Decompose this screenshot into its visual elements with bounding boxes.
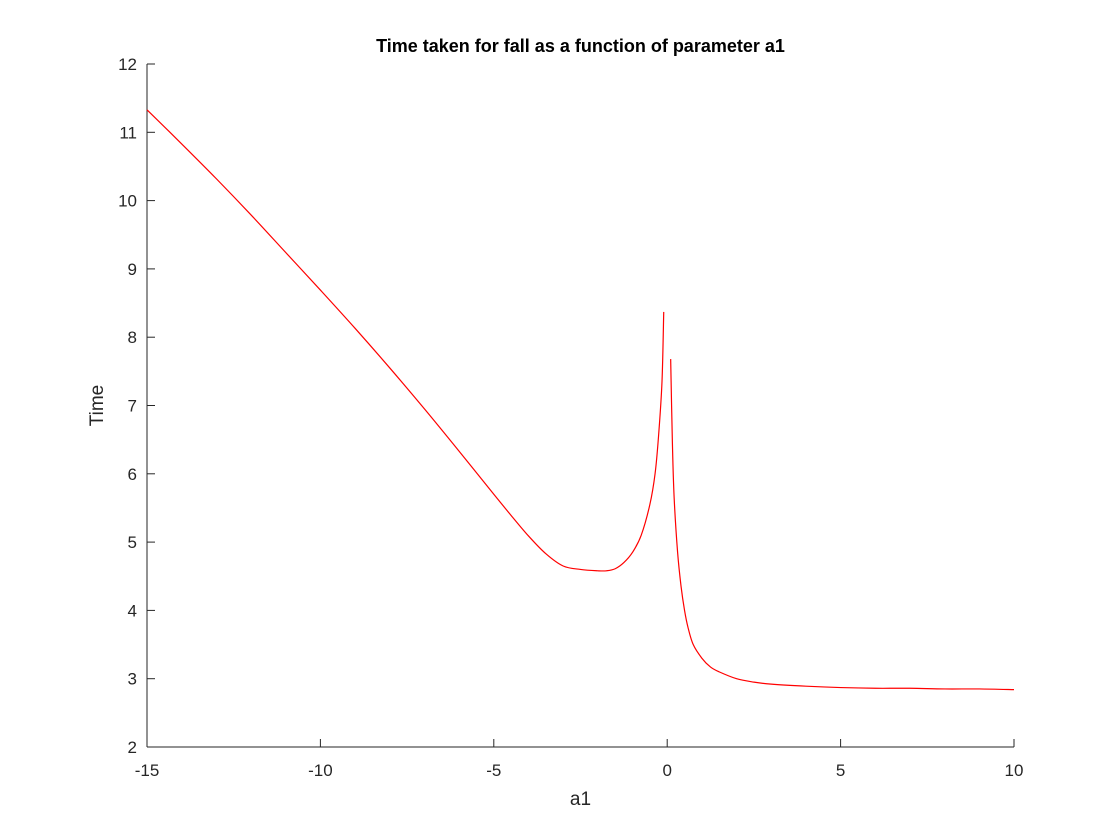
tick-marks: -15 -10 -5 0 5 10 2 3 4 5 6 7 8 9 10 11 12 <box>118 55 1023 780</box>
axes <box>146 64 1014 748</box>
y-tick-label: 9 <box>128 260 137 279</box>
y-tick-label: 2 <box>128 738 137 757</box>
y-tick-label: 7 <box>128 397 137 416</box>
y-tick-label: 8 <box>128 328 137 347</box>
x-tick-label: -15 <box>135 761 160 780</box>
series-line-segment-1 <box>146 109 665 572</box>
x-tick-label: -10 <box>308 761 333 780</box>
y-tick-label: 6 <box>128 465 137 484</box>
y-tick-label: 5 <box>128 533 137 552</box>
x-tick-label: 10 <box>1005 761 1024 780</box>
series-line-segment-2 <box>670 359 1015 691</box>
x-tick-label: 5 <box>836 761 845 780</box>
plot-series <box>146 109 1015 691</box>
x-tick-label: -5 <box>486 761 501 780</box>
y-tick-label: 3 <box>128 670 137 689</box>
y-tick-label: 12 <box>118 55 137 74</box>
chart-title: Time taken for fall as a function of par… <box>376 36 785 56</box>
x-axis-label: a1 <box>570 789 591 810</box>
y-tick-label: 11 <box>119 123 137 142</box>
y-tick-label: 10 <box>118 192 137 211</box>
x-tick-label: 0 <box>662 761 671 780</box>
y-tick-label: 4 <box>128 601 137 620</box>
y-axis-label: Time <box>87 385 108 427</box>
